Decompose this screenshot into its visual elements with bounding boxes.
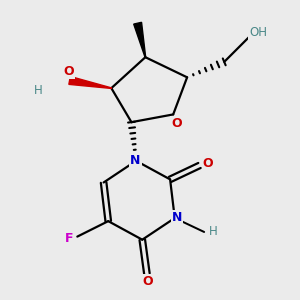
- Text: O: O: [171, 117, 181, 130]
- Text: O: O: [203, 158, 214, 170]
- Polygon shape: [69, 76, 111, 88]
- Text: N: N: [130, 154, 141, 167]
- Text: H: H: [34, 84, 42, 97]
- Text: N: N: [172, 211, 182, 224]
- Text: F: F: [64, 232, 73, 244]
- Polygon shape: [134, 22, 146, 57]
- Text: O: O: [142, 275, 153, 288]
- Text: OH: OH: [249, 26, 267, 39]
- Text: O: O: [64, 65, 74, 78]
- Text: H: H: [208, 226, 217, 238]
